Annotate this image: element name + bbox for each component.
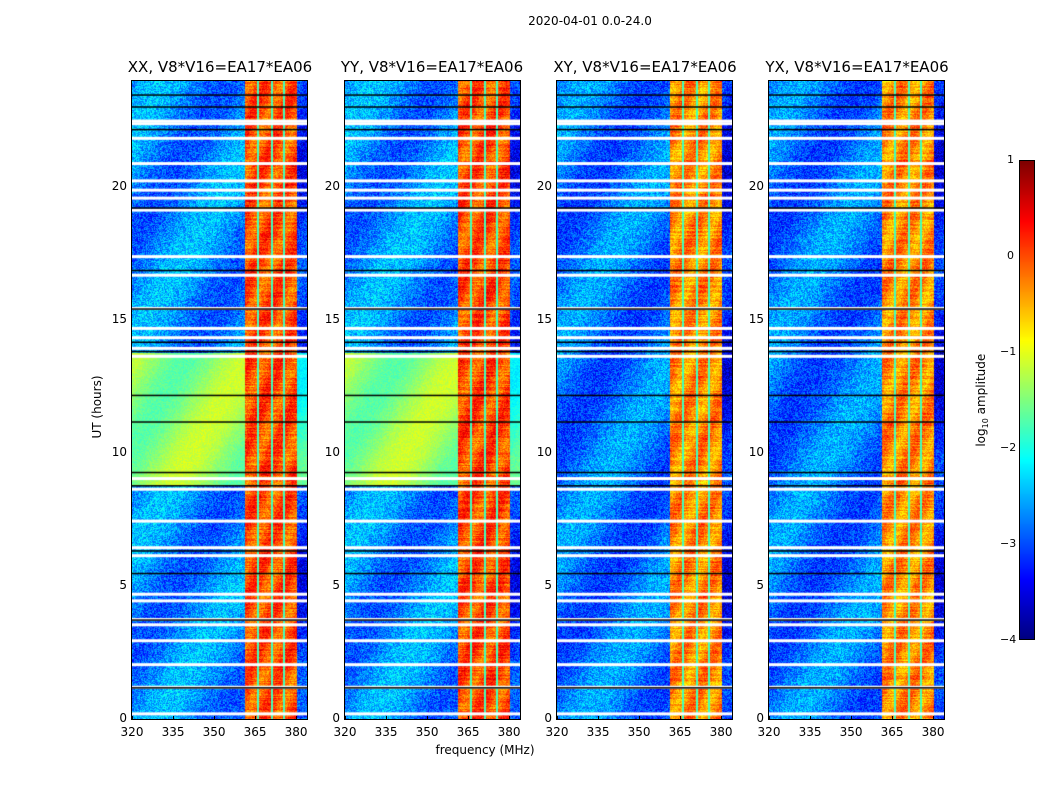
y-tick-label: 20 [314,179,340,193]
y-tick-label: 0 [526,711,552,725]
colorbar-tick-label: −4 [1000,633,1014,646]
colorbar-tick-label: −3 [1000,537,1014,550]
x-axis-label: frequency (MHz) [420,743,550,757]
panel-title-yy: YY, V8*V16=EA17*EA06 [317,58,547,76]
y-tick-label: 5 [738,578,764,592]
y-tick-label: 5 [526,578,552,592]
y-tick-label: 20 [101,179,127,193]
x-tick-mark [468,716,469,720]
x-tick-label: 320 [754,725,784,739]
x-tick-mark [769,716,770,720]
heatmap-xx [132,81,307,719]
spectrogram-yx [768,80,945,720]
y-tick-label: 5 [101,578,127,592]
x-tick-mark [933,716,934,720]
y-tick-label: 20 [738,179,764,193]
heatmap-yx [769,81,944,719]
x-tick-mark [557,716,558,720]
x-tick-mark [214,716,215,720]
colorbar-tick-label: −2 [1000,441,1014,454]
y-tick-label: 15 [314,312,340,326]
x-tick-mark [639,716,640,720]
x-tick-mark [509,716,510,720]
spectrogram-xx [131,80,308,720]
x-tick-label: 350 [624,725,654,739]
spectrogram-yy [344,80,521,720]
y-tick-label: 10 [526,445,552,459]
colorbar-label: log10 amplitude [974,340,990,460]
x-tick-label: 380 [281,725,311,739]
x-tick-label: 350 [412,725,442,739]
y-tick-label: 15 [738,312,764,326]
y-tick-label: 0 [314,711,340,725]
colorbar-tick-label: −1 [1000,345,1014,358]
y-tick-label: 5 [314,578,340,592]
x-tick-mark [173,716,174,720]
x-tick-label: 320 [542,725,572,739]
colorbar-tick-label: 0 [1000,249,1014,262]
x-tick-mark [810,716,811,720]
y-tick-label: 20 [526,179,552,193]
x-tick-mark [851,716,852,720]
x-tick-label: 380 [918,725,948,739]
x-tick-label: 350 [836,725,866,739]
x-tick-mark [680,716,681,720]
x-tick-mark [386,716,387,720]
heatmap-xy [557,81,732,719]
spectrogram-xy [556,80,733,720]
panel-title-xy: XY, V8*V16=EA17*EA06 [530,58,760,76]
y-tick-label: 15 [526,312,552,326]
x-tick-mark [132,716,133,720]
x-tick-label: 380 [494,725,524,739]
figure-suptitle: 2020-04-01 0.0-24.0 [0,14,1050,28]
x-tick-mark [296,716,297,720]
x-tick-mark [892,716,893,720]
colorbar-gradient [1020,161,1034,639]
colorbar [1019,160,1035,640]
x-tick-mark [345,716,346,720]
x-tick-mark [255,716,256,720]
x-tick-label: 380 [706,725,736,739]
y-tick-label: 15 [101,312,127,326]
x-tick-label: 365 [453,725,483,739]
y-tick-label: 10 [101,445,127,459]
colorbar-tick-label: 1 [1000,153,1014,166]
panel-title-yx: YX, V8*V16=EA17*EA06 [742,58,972,76]
y-tick-label: 10 [738,445,764,459]
x-tick-label: 320 [117,725,147,739]
x-tick-label: 365 [877,725,907,739]
y-axis-label: UT (hours) [90,347,104,467]
heatmap-yy [345,81,520,719]
y-tick-label: 10 [314,445,340,459]
x-tick-label: 335 [795,725,825,739]
y-tick-label: 0 [101,711,127,725]
x-tick-mark [427,716,428,720]
x-tick-label: 335 [583,725,613,739]
x-tick-label: 365 [240,725,270,739]
x-tick-label: 365 [665,725,695,739]
x-tick-label: 350 [199,725,229,739]
x-tick-mark [721,716,722,720]
panel-title-xx: XX, V8*V16=EA17*EA06 [105,58,335,76]
y-tick-label: 0 [738,711,764,725]
x-tick-mark [598,716,599,720]
x-tick-label: 320 [330,725,360,739]
x-tick-label: 335 [371,725,401,739]
x-tick-label: 335 [158,725,188,739]
